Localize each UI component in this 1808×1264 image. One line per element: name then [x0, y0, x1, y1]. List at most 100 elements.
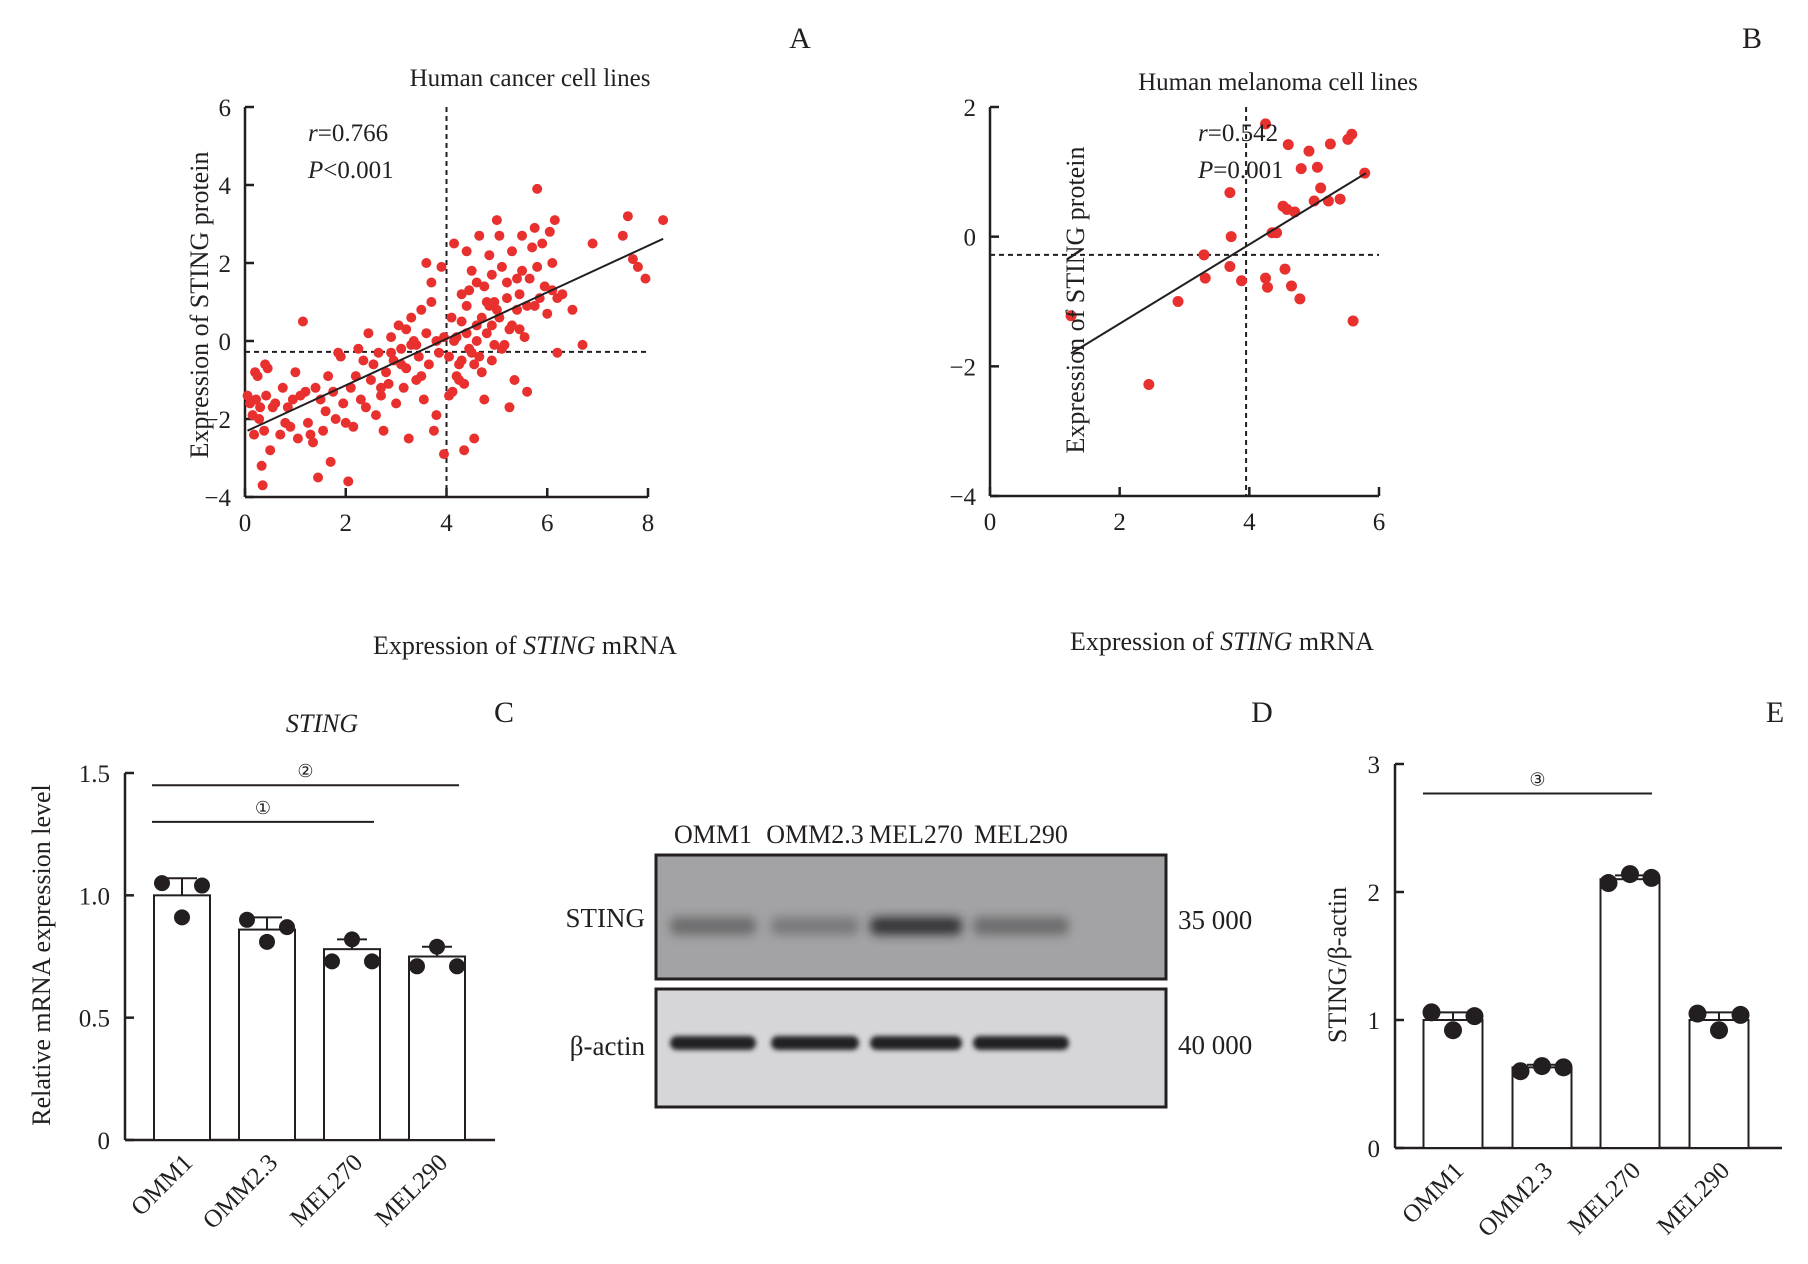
panel-a-data-point [514, 289, 525, 300]
panel-c-significance-marker: ① [255, 798, 271, 818]
panel-e-plot: 0 1 2 3 OMM1 OMM2.3 MEL270 MEL290 ③ [1368, 752, 1782, 1243]
panel-a-data-point [413, 351, 424, 362]
panel-c-y-tick-label: 0 [98, 1128, 111, 1155]
panel-e-replicate-point [1621, 865, 1639, 884]
panel-b-data-point [1143, 378, 1155, 390]
panel-b-x-label-gene: STING [1220, 627, 1292, 656]
panel-a-title: Human cancer cell lines [410, 65, 651, 92]
panel-a-data-point [501, 293, 512, 304]
panel-a-data-point [539, 281, 550, 292]
panel-a-data-point [249, 429, 260, 440]
panel-a-data-point [456, 316, 467, 327]
panel-a-data-point [491, 215, 502, 226]
panel-a-x-tick-label: 6 [541, 510, 554, 537]
panel-c-bar [323, 948, 381, 1141]
panel-e-replicate-point [1731, 1005, 1750, 1024]
panel-a-x-tick-label: 8 [642, 510, 655, 537]
panel-a-x-label-gene: STING [523, 631, 595, 660]
panel-a-scatter: Human cancer cell lines −4 −2 0 2 4 6 0 2 4 6 8 r=… [185, 65, 677, 660]
panel-b-x-label-suffix: mRNA [1292, 627, 1374, 656]
panel-a-data-point [484, 300, 495, 311]
panel-c-bar [238, 928, 296, 1141]
panel-b-points [1065, 118, 1371, 390]
panel-a-x-tick-label: 4 [440, 510, 453, 537]
panel-a-data-point [426, 297, 437, 307]
panel-e-replicate-point [1710, 1021, 1728, 1040]
panel-a-data-point [323, 371, 334, 382]
panel-a-r-symbol: r [308, 120, 318, 147]
panel-b-regression-line [1070, 172, 1367, 355]
panel-a-data-point [491, 304, 502, 315]
panel-a-data-point [446, 312, 457, 323]
panel-a-data-point [376, 390, 387, 401]
panel-e-bar [1599, 878, 1661, 1149]
panel-a-data-point [297, 316, 308, 327]
panel-a-x-tick-label: 2 [340, 510, 353, 537]
panel-a-data-point [255, 402, 266, 413]
panel-e-bar [1688, 1019, 1750, 1149]
panel-a-data-point [529, 300, 540, 311]
panel-b-x-tick-label: 0 [984, 509, 997, 536]
panel-b-data-point [1315, 182, 1327, 194]
panel-a-data-point [418, 394, 429, 405]
panel-a-data-point [444, 351, 455, 362]
sting-row-label: STING [566, 903, 646, 933]
panel-b-y-tick-label: 0 [964, 225, 977, 252]
panel-c-replicate-point [429, 938, 445, 955]
panel-a-data-point [300, 386, 311, 397]
panel-a-threshold-lines [245, 107, 648, 497]
panel-a-y-tick-label: −4 [204, 485, 231, 512]
panel-a-data-point [552, 293, 563, 304]
panel-b-data-point [1236, 275, 1248, 287]
panel-a-data-point [479, 281, 490, 292]
panel-b-p-value: =0.001 [1213, 157, 1283, 184]
panel-a-data-point [360, 402, 371, 413]
panel-e-replicate-point [1422, 1003, 1441, 1022]
panel-a-data-point [522, 386, 533, 397]
panel-a-p-stat: P<0.001 [307, 157, 394, 184]
panel-a-data-point [627, 254, 638, 265]
panel-b-x-tick-label: 2 [1113, 509, 1126, 536]
panel-a-data-point [504, 402, 515, 413]
panel-a-data-point [313, 472, 324, 483]
panel-d-band-actin [870, 1036, 962, 1050]
panel-a-data-point [537, 238, 548, 249]
panel-a-data-point [481, 328, 492, 339]
panel-a-data-point [494, 230, 505, 241]
panel-c-replicate-point [154, 875, 170, 892]
panel-a-data-point [335, 351, 346, 362]
panel-b-title: Human melanoma cell lines [1138, 69, 1418, 96]
panel-a-data-point [461, 300, 472, 311]
panel-c-bar-chart: STING 0 0.5 1.0 1.5 OMM1 OMM2.3 MEL270 MEL290 ② ①… [27, 709, 495, 1235]
panel-a-data-point [512, 273, 523, 284]
panel-b-data-point [1285, 280, 1297, 292]
panel-c-bar [153, 894, 211, 1141]
actin-molecular-weight: 40 000 [1178, 1030, 1252, 1060]
panel-a-data-point [489, 339, 500, 350]
panel-a-data-point [370, 410, 381, 421]
panel-b-y-tick-label: 2 [964, 95, 977, 122]
panel-a-data-point [421, 258, 432, 268]
panel-b-data-point [1346, 128, 1358, 140]
panel-a-data-point [406, 312, 417, 323]
panel-e-replicate-point [1599, 874, 1618, 893]
panel-a-data-point [401, 324, 412, 335]
panel-a-data-point [469, 433, 480, 444]
panel-e-y-tick-label: 3 [1368, 752, 1381, 779]
panel-b-axes: −4 −2 0 2 0 2 4 6 [949, 95, 1385, 536]
panel-a-data-point [302, 417, 313, 428]
panel-a-data-point [421, 328, 432, 339]
panel-a-data-point [315, 394, 326, 405]
panel-a-data-point [381, 367, 392, 378]
panel-e-x-tick-label: OMM2.3 [1473, 1157, 1558, 1242]
panel-a-data-point [358, 355, 369, 366]
sting-molecular-weight: 35 000 [1178, 905, 1252, 935]
panel-a-data-point [461, 246, 472, 257]
panel-a-data-point [454, 375, 465, 385]
panel-c-replicate-point [259, 933, 275, 950]
panel-b-data-point [1172, 296, 1184, 307]
panel-a-data-point [542, 308, 553, 319]
panel-e-replicate-point [1688, 1004, 1707, 1023]
panel-e-x-tick-label: OMM1 [1397, 1157, 1469, 1229]
panel-a-data-point [471, 277, 482, 288]
